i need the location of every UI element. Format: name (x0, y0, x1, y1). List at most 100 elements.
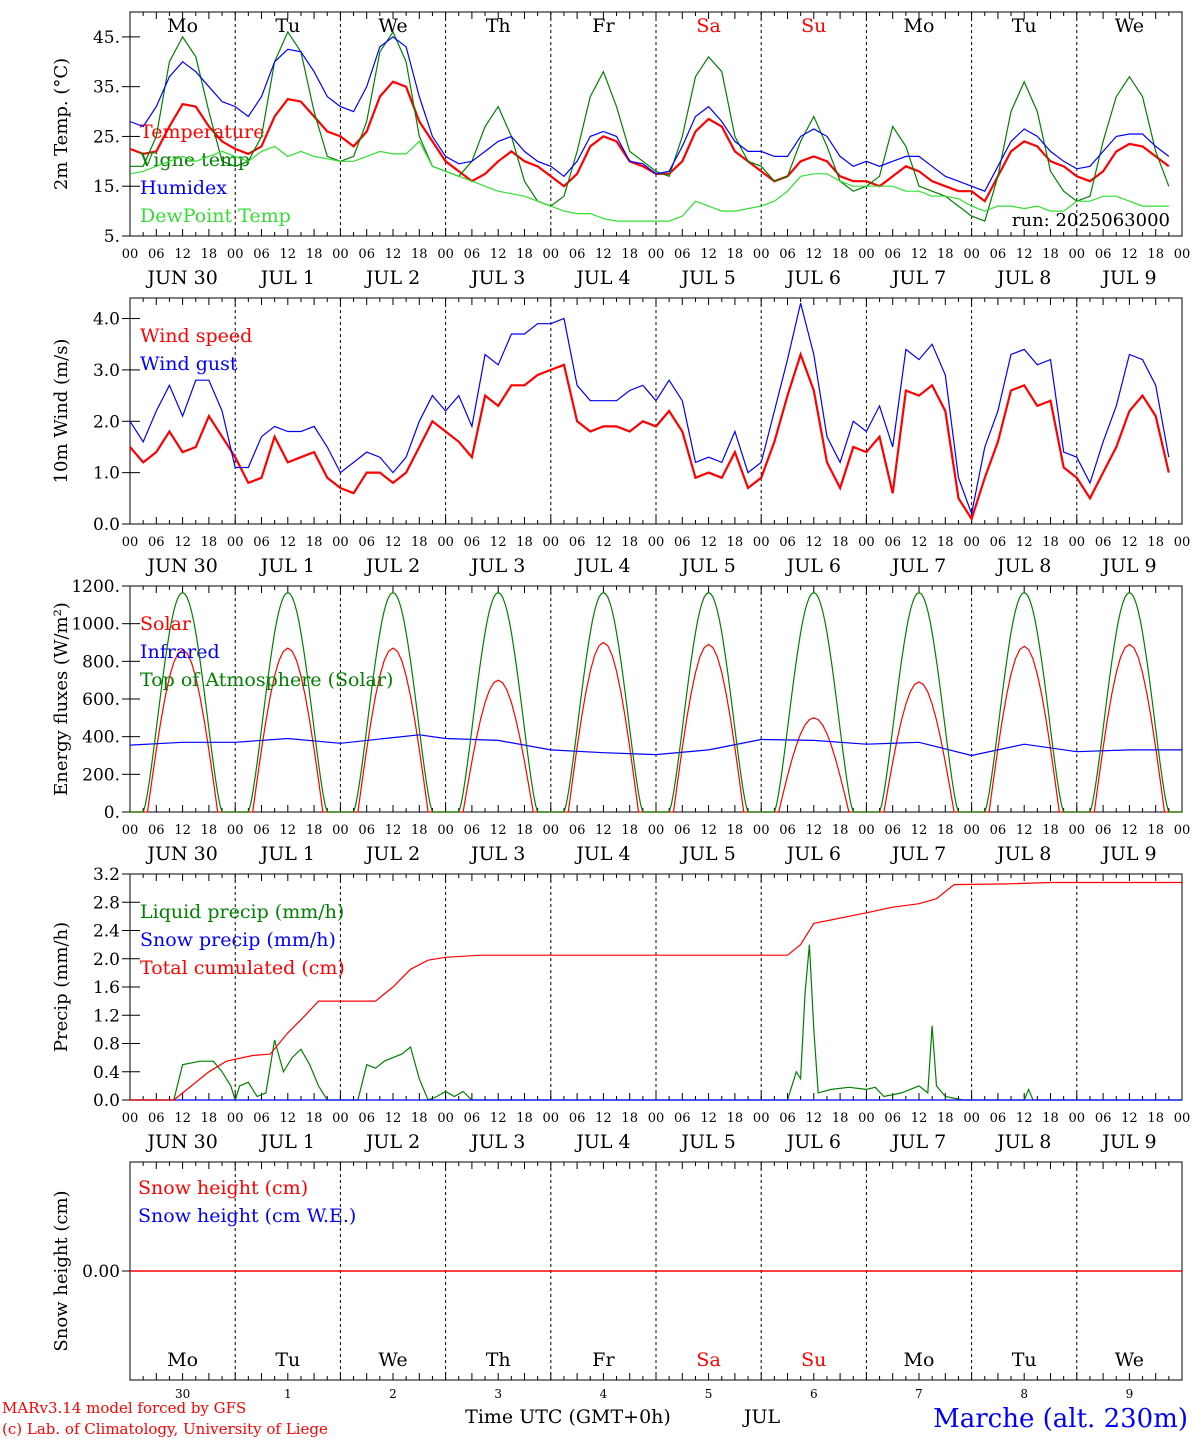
date-label: JUL 7 (890, 843, 946, 865)
day-number: 9 (1126, 1387, 1134, 1401)
series-red (129, 80, 1170, 203)
y-tick-label: 0.8 (93, 1035, 120, 1055)
hour-tick-label: 18 (306, 823, 323, 838)
hour-tick-label: 18 (832, 823, 849, 838)
hour-tick-label: 18 (411, 535, 428, 550)
hour-tick-label: 00 (332, 1111, 349, 1126)
day-number: 4 (600, 1387, 608, 1401)
date-label: JUN 30 (145, 555, 217, 577)
weekday-label: Mo (904, 1349, 935, 1371)
hour-tick-label: 12 (280, 247, 297, 262)
hour-tick-label: 06 (253, 247, 270, 262)
date-label: JUL 4 (574, 1131, 630, 1153)
hour-tick-label: 18 (937, 247, 954, 262)
y-tick-label: 0.0 (93, 1091, 120, 1111)
hour-tick-label: 06 (464, 823, 481, 838)
series-blue (129, 302, 1170, 516)
series-red (129, 351, 1170, 522)
hour-tick-label: 12 (280, 823, 297, 838)
hour-tick-label: 00 (543, 823, 560, 838)
hour-tick-label: 18 (621, 247, 638, 262)
y-axis-label: Energy fluxes (W/m²) (51, 602, 72, 796)
hour-tick-label: 18 (306, 247, 323, 262)
hour-tick-label: 00 (227, 247, 244, 262)
hour-tick-label: 00 (963, 823, 980, 838)
hour-tick-label: 18 (516, 247, 533, 262)
panel-frame (129, 11, 1183, 237)
date-label: JUL 3 (469, 267, 525, 289)
weekday-label: Sa (696, 1349, 720, 1371)
date-label: JUL 5 (679, 555, 735, 577)
hour-tick-label: 12 (911, 535, 928, 550)
weekday-label: We (1115, 15, 1144, 37)
date-label: JUL 9 (1100, 555, 1156, 577)
weekday-label: Su (801, 1349, 826, 1371)
hour-tick-label: 00 (648, 247, 665, 262)
y-tick-label: 0.0 (93, 515, 120, 535)
hour-tick-label: 00 (753, 247, 770, 262)
chart-panel-2: 4.0 3.0 2.0 1.0 0.0 10m Wind (m/s) 00 06 12 18 00 0… (51, 297, 1191, 577)
date-label: JUN 30 (145, 843, 217, 865)
hour-tick-label: 12 (490, 1111, 507, 1126)
hour-tick-label: 06 (148, 247, 165, 262)
date-label: JUL 2 (364, 1131, 420, 1153)
hour-tick-label: 18 (201, 823, 218, 838)
hour-tick-label: 06 (569, 1111, 586, 1126)
y-tick-label: 45. (93, 28, 120, 48)
hour-tick-label: 12 (1121, 247, 1138, 262)
x-axis-title: Time UTC (GMT+0h) (465, 1406, 671, 1428)
hour-tick-label: 06 (464, 247, 481, 262)
hour-tick-label: 12 (174, 535, 191, 550)
hour-tick-label: 06 (569, 823, 586, 838)
hour-tick-label: 00 (227, 535, 244, 550)
legend-entry: Infrared (140, 641, 220, 663)
y-tick-label: 35. (93, 78, 120, 98)
y-axis-label: 2m Temp. (°C) (51, 58, 72, 190)
hour-tick-label: 18 (1147, 823, 1164, 838)
hour-tick-label: 00 (1069, 823, 1086, 838)
hour-tick-label: 12 (806, 823, 823, 838)
hour-tick-label: 12 (490, 823, 507, 838)
hour-tick-label: 18 (201, 535, 218, 550)
hour-tick-label: 06 (253, 823, 270, 838)
station-label: Marche (alt. 230m) (933, 1404, 1188, 1434)
hour-tick-label: 06 (358, 823, 375, 838)
weekday-label: We (1115, 1349, 1144, 1371)
hour-tick-label: 06 (990, 247, 1007, 262)
weekday-label: Tu (1012, 15, 1037, 37)
hour-tick-label: 00 (1174, 535, 1191, 550)
hour-tick-label: 06 (358, 535, 375, 550)
date-label: JUL 2 (364, 843, 420, 865)
series-red (130, 881, 1182, 1101)
hour-tick-label: 18 (1147, 247, 1164, 262)
hour-tick-label: 00 (963, 247, 980, 262)
hour-tick-label: 12 (700, 823, 717, 838)
y-axis-label: 10m Wind (m/s) (51, 339, 72, 484)
credit-line-2: (c) Lab. of Climatology, University of L… (2, 1420, 328, 1438)
weekday-label: Su (801, 15, 826, 37)
hour-tick-label: 06 (779, 247, 796, 262)
hour-tick-label: 12 (385, 1111, 402, 1126)
hour-tick-label: 00 (227, 1111, 244, 1126)
hour-tick-label: 00 (858, 1111, 875, 1126)
date-label: JUL 8 (995, 843, 1051, 865)
hour-tick-label: 06 (674, 247, 691, 262)
date-label: JUL 6 (785, 267, 841, 289)
date-label: JUL 4 (574, 267, 630, 289)
y-tick-label: 1200. (71, 577, 120, 597)
hour-tick-label: 06 (1095, 823, 1112, 838)
legend-entry: Snow height (cm W.E.) (138, 1205, 356, 1227)
hour-tick-label: 18 (411, 247, 428, 262)
hour-tick-label: 06 (1095, 535, 1112, 550)
hour-tick-label: 12 (595, 535, 612, 550)
hour-tick-label: 12 (385, 247, 402, 262)
hour-tick-label: 12 (806, 247, 823, 262)
hour-tick-label: 18 (621, 535, 638, 550)
hour-tick-label: 06 (358, 1111, 375, 1126)
hour-tick-label: 00 (1174, 1111, 1191, 1126)
hour-tick-label: 06 (674, 823, 691, 838)
hour-tick-label: 00 (858, 535, 875, 550)
weekday-label: We (378, 15, 407, 37)
series-lime (129, 140, 1169, 222)
hour-tick-label: 06 (779, 1111, 796, 1126)
